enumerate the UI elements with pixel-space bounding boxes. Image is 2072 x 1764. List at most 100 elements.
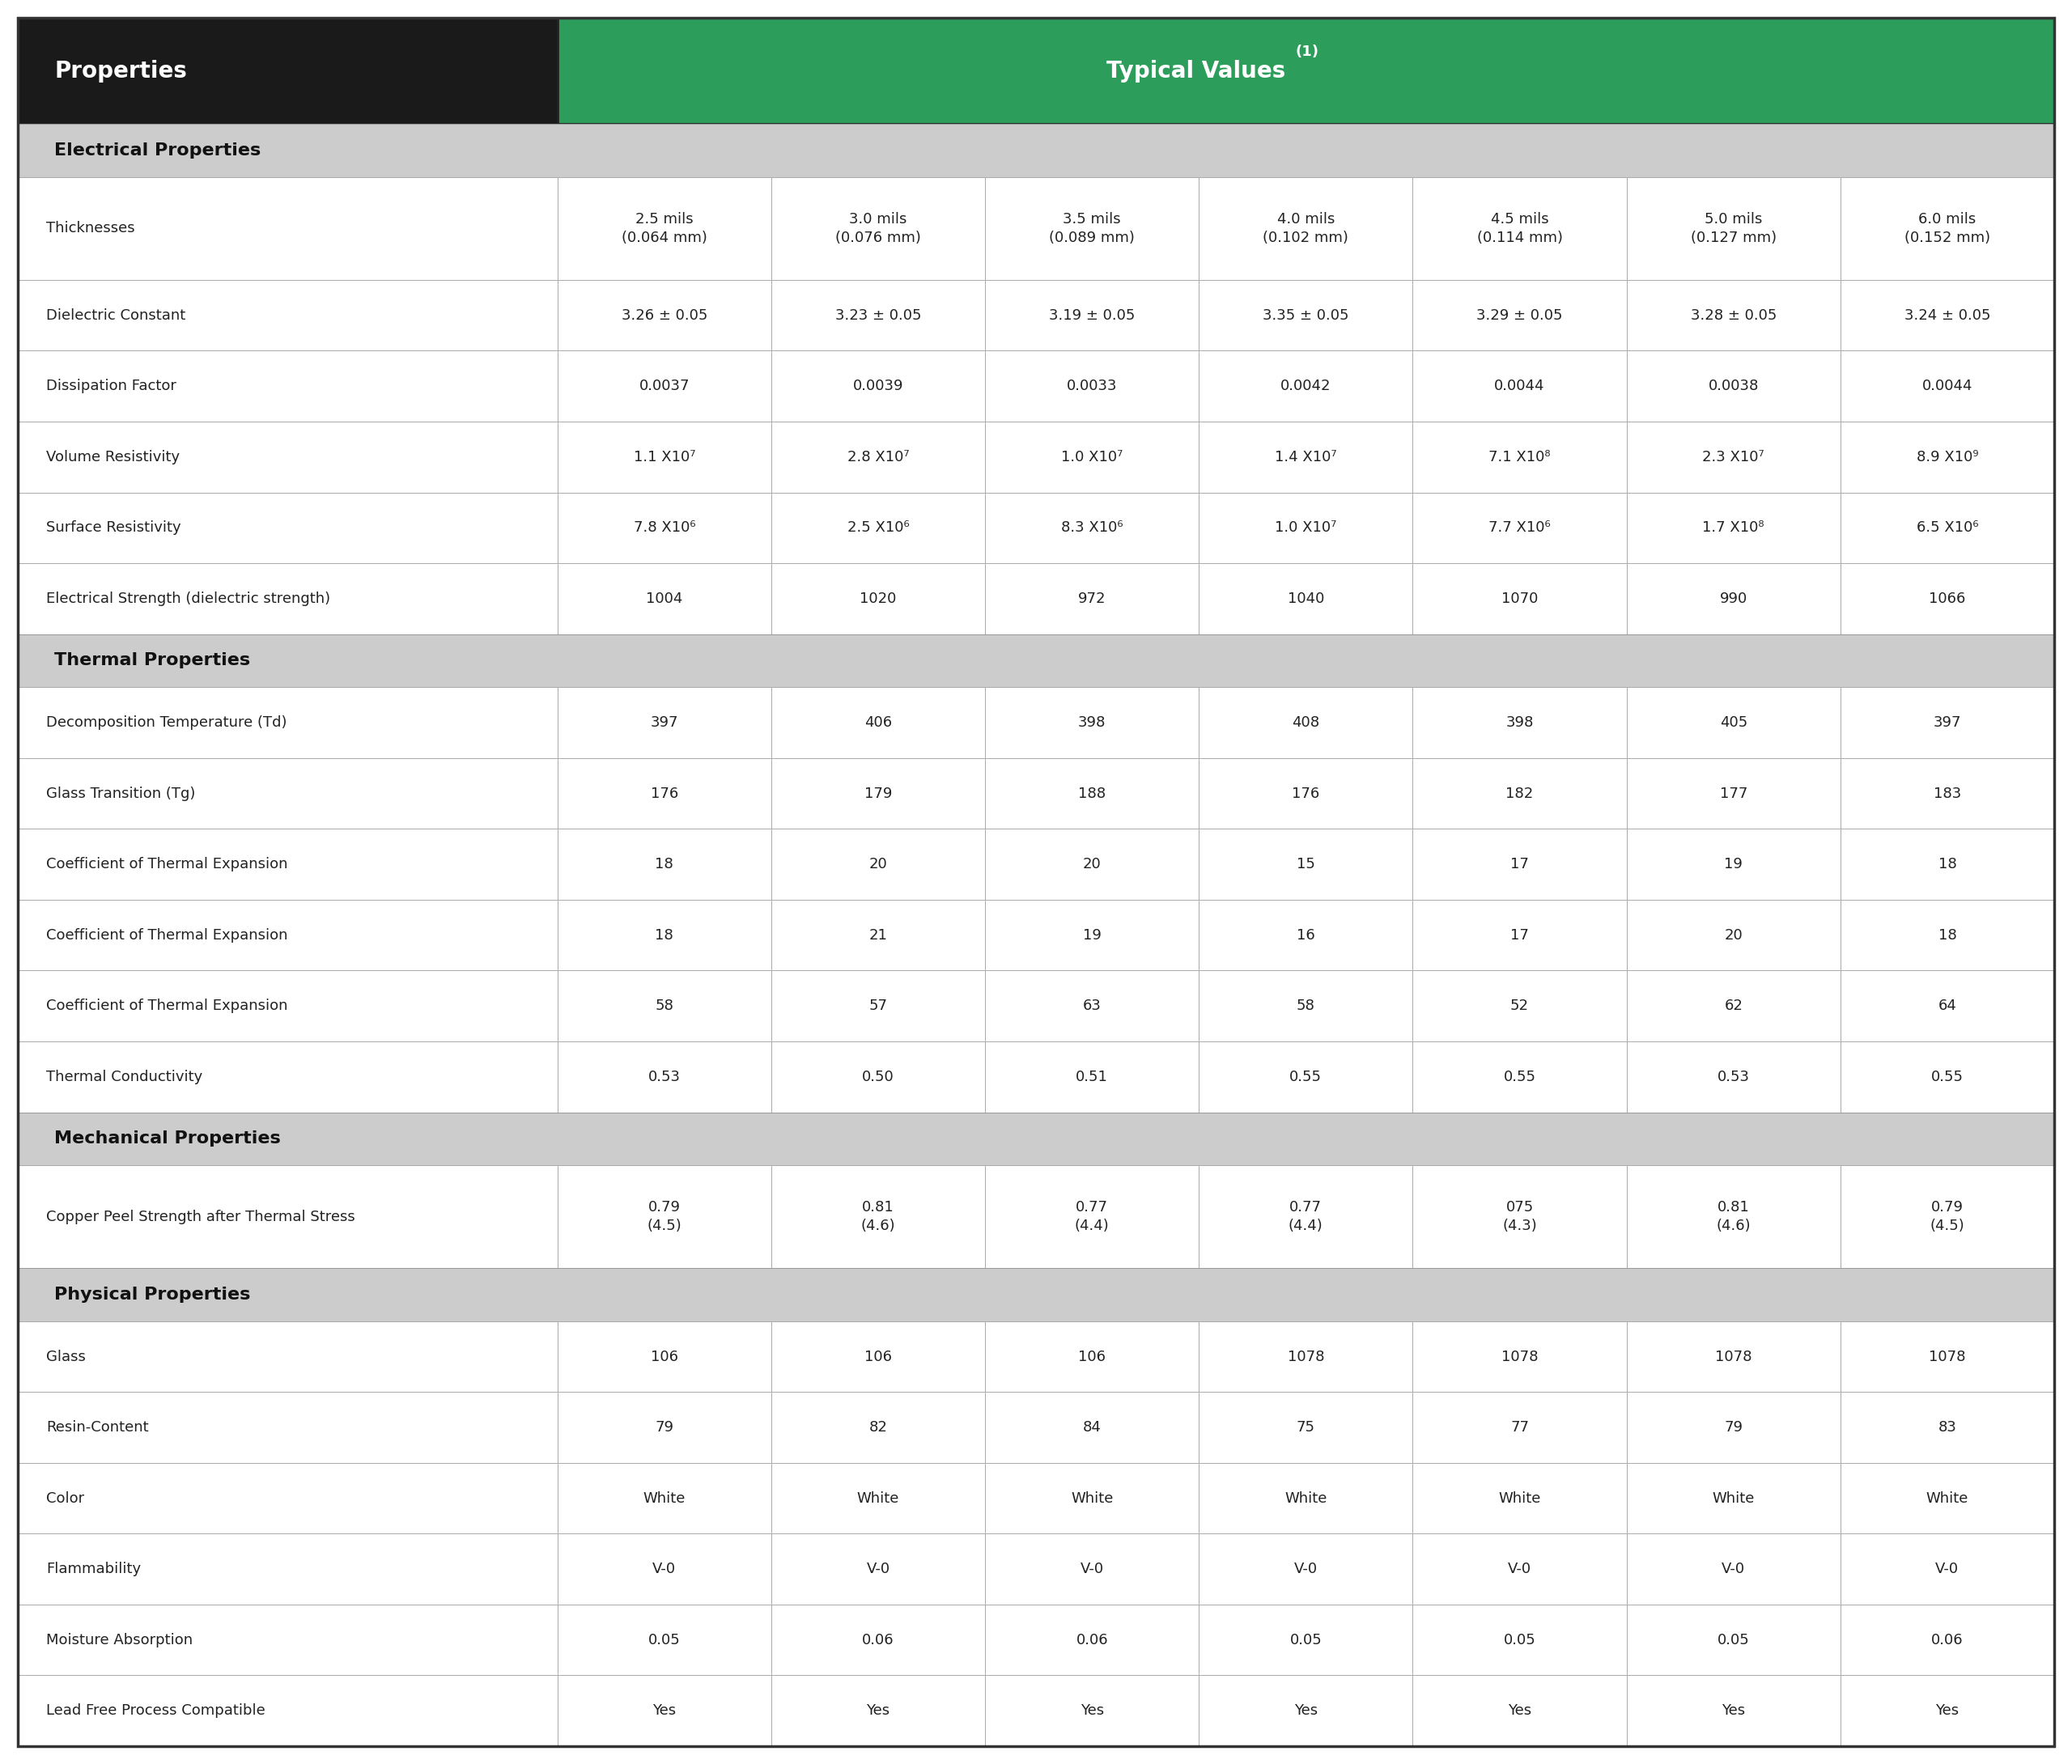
Text: 20: 20 [868,857,887,871]
Text: Yes: Yes [1508,1704,1531,1718]
Text: 83: 83 [1937,1420,1956,1434]
Bar [1413,829,1627,900]
Text: 3.26 ± 0.05: 3.26 ± 0.05 [622,309,707,323]
Text: 75: 75 [1297,1420,1316,1434]
Bar [19,1533,557,1605]
Text: (1): (1) [1295,44,1318,58]
Text: Glass: Glass [46,1349,85,1364]
Bar [1840,1041,2053,1113]
Bar [1840,280,2053,351]
Text: 3.28 ± 0.05: 3.28 ± 0.05 [1691,309,1776,323]
Bar [1627,759,1840,829]
Text: 15: 15 [1297,857,1316,871]
Bar [1413,1462,1627,1533]
Text: Yes: Yes [866,1704,891,1718]
Text: Color: Color [46,1491,85,1505]
Text: 1070: 1070 [1502,591,1537,607]
Bar [1840,176,2053,280]
Text: Dielectric Constant: Dielectric Constant [46,309,186,323]
Text: 1.7 X10⁸: 1.7 X10⁸ [1703,520,1765,534]
Text: 0.77
(4.4): 0.77 (4.4) [1075,1200,1109,1233]
Bar [1627,970,1840,1041]
Bar [1627,1605,1840,1676]
Bar [557,1533,771,1605]
Text: 18: 18 [1937,857,1956,871]
Text: Thicknesses: Thicknesses [46,220,135,236]
Text: 1078: 1078 [1716,1349,1753,1364]
Text: Coefficient of Thermal Expansion: Coefficient of Thermal Expansion [46,998,288,1013]
Bar [771,1533,984,1605]
Bar [19,123,2053,176]
Bar [771,492,984,563]
Text: 2.3 X10⁷: 2.3 X10⁷ [1703,450,1765,464]
Text: 0.05: 0.05 [1289,1633,1322,1648]
Text: Thermal Properties: Thermal Properties [54,653,251,669]
Bar [771,563,984,633]
Text: 8.3 X10⁶: 8.3 X10⁶ [1061,520,1123,534]
Bar [984,1605,1200,1676]
Text: 0.0039: 0.0039 [854,379,903,393]
Text: 18: 18 [1937,928,1956,942]
Bar [984,1533,1200,1605]
Text: 18: 18 [655,857,673,871]
Text: 21: 21 [868,928,887,942]
Text: V-0: V-0 [1508,1561,1531,1577]
Text: V-0: V-0 [1935,1561,1958,1577]
Bar [1840,829,2053,900]
Text: 405: 405 [1720,716,1747,730]
Bar [19,1392,557,1462]
Bar [771,900,984,970]
Text: Moisture Absorption: Moisture Absorption [46,1633,193,1648]
Bar [1840,492,2053,563]
Text: 0.53: 0.53 [649,1069,680,1085]
Bar [1840,759,2053,829]
Bar [1840,1533,2053,1605]
Bar [557,1676,771,1746]
Bar [1627,1462,1840,1533]
Bar [557,829,771,900]
Text: 106: 106 [1077,1349,1106,1364]
Bar [1413,1041,1627,1113]
Bar [557,1605,771,1676]
Bar [1200,1462,1413,1533]
Text: White: White [1071,1491,1113,1505]
Bar [557,900,771,970]
Text: 990: 990 [1720,591,1747,607]
Text: Dissipation Factor: Dissipation Factor [46,379,176,393]
Bar [771,280,984,351]
Bar [984,1676,1200,1746]
Text: 19: 19 [1724,857,1743,871]
Text: Electrical Properties: Electrical Properties [54,143,261,159]
Text: 3.23 ± 0.05: 3.23 ± 0.05 [835,309,922,323]
Text: Lead Free Process Compatible: Lead Free Process Compatible [46,1704,265,1718]
Text: 0.05: 0.05 [1504,1633,1535,1648]
Text: 7.1 X10⁸: 7.1 X10⁸ [1488,450,1550,464]
Bar [1840,1166,2053,1268]
Bar [1840,422,2053,492]
Text: 6.0 mils
(0.152 mm): 6.0 mils (0.152 mm) [1904,212,1991,245]
Text: 16: 16 [1297,928,1316,942]
Text: Physical Properties: Physical Properties [54,1286,251,1302]
Bar [1627,280,1840,351]
Text: 0.0042: 0.0042 [1280,379,1330,393]
Bar [984,759,1200,829]
Text: V-0: V-0 [866,1561,891,1577]
Bar [984,900,1200,970]
Bar [557,422,771,492]
Bar [1627,176,1840,280]
Text: Flammability: Flammability [46,1561,141,1577]
Bar [1413,176,1627,280]
Text: Coefficient of Thermal Expansion: Coefficient of Thermal Expansion [46,857,288,871]
Text: 398: 398 [1077,716,1106,730]
Text: 1078: 1078 [1287,1349,1324,1364]
Bar [1200,900,1413,970]
Bar [1200,176,1413,280]
Text: V-0: V-0 [1295,1561,1318,1577]
Bar [1413,563,1627,633]
Bar [1413,1676,1627,1746]
Bar [771,1392,984,1462]
Bar [1413,1166,1627,1268]
Bar [1627,1321,1840,1392]
Bar [19,1676,557,1746]
Bar [19,1462,557,1533]
